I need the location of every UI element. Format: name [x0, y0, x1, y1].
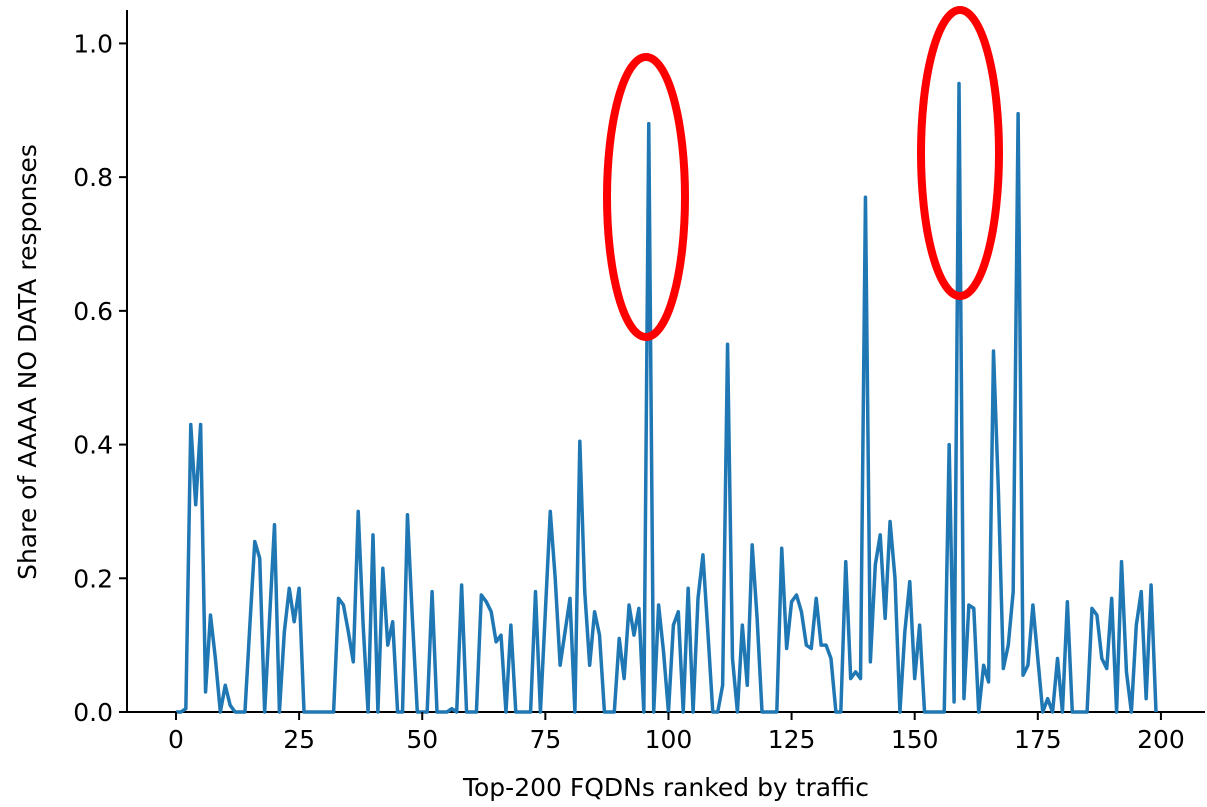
x-tick-label: 0	[168, 725, 184, 754]
plot-area	[176, 81, 1158, 714]
x-tick-label: 175	[1014, 725, 1062, 754]
x-tick-label: 25	[283, 725, 315, 754]
x-axis-label: Top-200 FQDNs ranked by traffic	[462, 773, 869, 802]
y-tick-label: 0.0	[73, 698, 113, 727]
x-tick-label: 200	[1137, 725, 1185, 754]
x-tick-label: 125	[768, 725, 816, 754]
y-tick-label: 1.0	[73, 29, 113, 58]
y-tick-label: 0.6	[73, 297, 113, 326]
y-axis-label: Share of AAAA NO DATA responses	[13, 144, 42, 580]
data-line	[176, 81, 1158, 714]
highlight-ellipse	[603, 53, 689, 341]
x-tick-label: 50	[406, 725, 438, 754]
y-tick-label: 0.2	[73, 564, 113, 593]
x-tick-label: 100	[645, 725, 693, 754]
x-tick-label: 150	[891, 725, 939, 754]
y-tick-label: 0.8	[73, 163, 113, 192]
y-tick-label: 0.4	[73, 431, 113, 460]
x-tick-label: 75	[529, 725, 561, 754]
highlight-ellipse	[917, 6, 1003, 300]
